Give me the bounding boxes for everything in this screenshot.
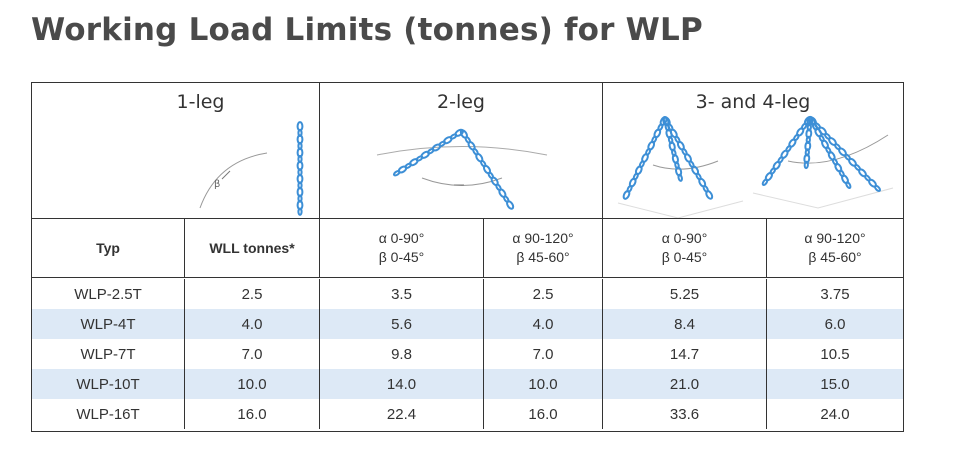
cell-two-leg-a: 22.4 xyxy=(319,399,483,429)
angle-alpha-label: α 90-120° xyxy=(512,230,574,246)
cell-two-leg-b: 4.0 xyxy=(483,309,602,339)
cell-multi-leg-a: 14.7 xyxy=(602,339,766,369)
angle-beta-label: β 0-45° xyxy=(661,249,708,265)
table-row: WLP-2.5T 2.5 3.5 2.5 5.25 3.75 xyxy=(32,279,903,309)
angle-beta-label: β 45-60° xyxy=(808,249,862,265)
cell-wll: 16.0 xyxy=(184,399,319,429)
angle-alpha-label: α 0-90° xyxy=(661,230,708,246)
group-one-leg: 1-leg β xyxy=(32,83,319,218)
col-header-wll: WLL tonnes* xyxy=(184,219,319,277)
group-two-leg: 2-leg xyxy=(320,83,602,218)
angle-beta-label: β 0-45° xyxy=(378,249,425,265)
cell-two-leg-a: 5.6 xyxy=(319,309,483,339)
cell-typ: WLP-4T xyxy=(80,315,136,333)
cell-multi-leg-a: 8.4 xyxy=(602,309,766,339)
col-header-multi-leg-a: α 0-90° β 0-45° xyxy=(602,219,766,277)
wll-table: 1-leg β 2-leg 3- and 4-leg xyxy=(31,82,904,432)
group-label-one-leg: 1-leg xyxy=(176,91,225,113)
cell-two-leg-b: 2.5 xyxy=(483,279,602,309)
cell-multi-leg-a: 33.6 xyxy=(602,399,766,429)
cell-typ: WLP-10T xyxy=(76,375,140,393)
svg-text:β: β xyxy=(214,179,220,190)
group-label-two-leg: 2-leg xyxy=(437,91,485,113)
cell-two-leg-b: 10.0 xyxy=(483,369,602,399)
cell-multi-leg-b: 6.0 xyxy=(766,309,903,339)
cell-two-leg-a: 9.8 xyxy=(319,339,483,369)
cell-typ: WLP-2.5T xyxy=(74,285,142,303)
table-row: WLP-10T 10.0 14.0 10.0 21.0 15.0 xyxy=(32,369,903,399)
two-leg-chain-sling-icon xyxy=(376,128,548,210)
cell-multi-leg-b: 3.75 xyxy=(766,279,903,309)
cell-multi-leg-a: 5.25 xyxy=(602,279,766,309)
cell-multi-leg-a: 21.0 xyxy=(602,369,766,399)
sling-type-header-row: 1-leg β 2-leg 3- and 4-leg xyxy=(32,83,903,219)
cell-two-leg-b: 7.0 xyxy=(483,339,602,369)
cell-wll: 7.0 xyxy=(184,339,319,369)
divider xyxy=(602,83,603,218)
cell-wll: 4.0 xyxy=(184,309,319,339)
table-row: WLP-4T 4.0 5.6 4.0 8.4 6.0 xyxy=(32,309,903,339)
column-header-row: Typ WLL tonnes* α 0-90° β 0-45° α 90-120… xyxy=(32,219,903,278)
divider xyxy=(319,83,320,218)
col-header-two-leg-b: α 90-120° β 45-60° xyxy=(483,219,602,277)
cell-multi-leg-b: 24.0 xyxy=(766,399,903,429)
cell-typ: WLP-16T xyxy=(76,405,140,423)
single-chain-sling-icon: β xyxy=(199,121,304,216)
cell-two-leg-a: 14.0 xyxy=(319,369,483,399)
cell-typ: WLP-7T xyxy=(80,345,136,363)
table-row: WLP-16T 16.0 22.4 16.0 33.6 24.0 xyxy=(32,399,903,429)
group-label-three-four-leg: 3- and 4-leg xyxy=(695,91,811,113)
cell-two-leg-b: 16.0 xyxy=(483,399,602,429)
angle-alpha-label: α 0-90° xyxy=(378,230,425,246)
three-leg-chain-sling-icon xyxy=(617,116,744,218)
col-header-typ: Typ xyxy=(96,239,120,256)
four-leg-chain-sling-icon xyxy=(752,115,894,209)
angle-beta-label: β 45-60° xyxy=(516,249,570,265)
cell-two-leg-a: 3.5 xyxy=(319,279,483,309)
col-header-multi-leg-b: α 90-120° β 45-60° xyxy=(766,219,903,277)
cell-multi-leg-b: 15.0 xyxy=(766,369,903,399)
cell-wll: 10.0 xyxy=(184,369,319,399)
group-three-four-leg: 3- and 4-leg xyxy=(603,83,903,218)
page-title: Working Load Limits (tonnes) for WLP xyxy=(31,12,703,48)
table-row: WLP-7T 7.0 9.8 7.0 14.7 10.5 xyxy=(32,339,903,369)
cell-multi-leg-b: 10.5 xyxy=(766,339,903,369)
col-header-two-leg-a: α 0-90° β 0-45° xyxy=(319,219,483,277)
cell-wll: 2.5 xyxy=(184,279,319,309)
angle-alpha-label: α 90-120° xyxy=(804,230,866,246)
